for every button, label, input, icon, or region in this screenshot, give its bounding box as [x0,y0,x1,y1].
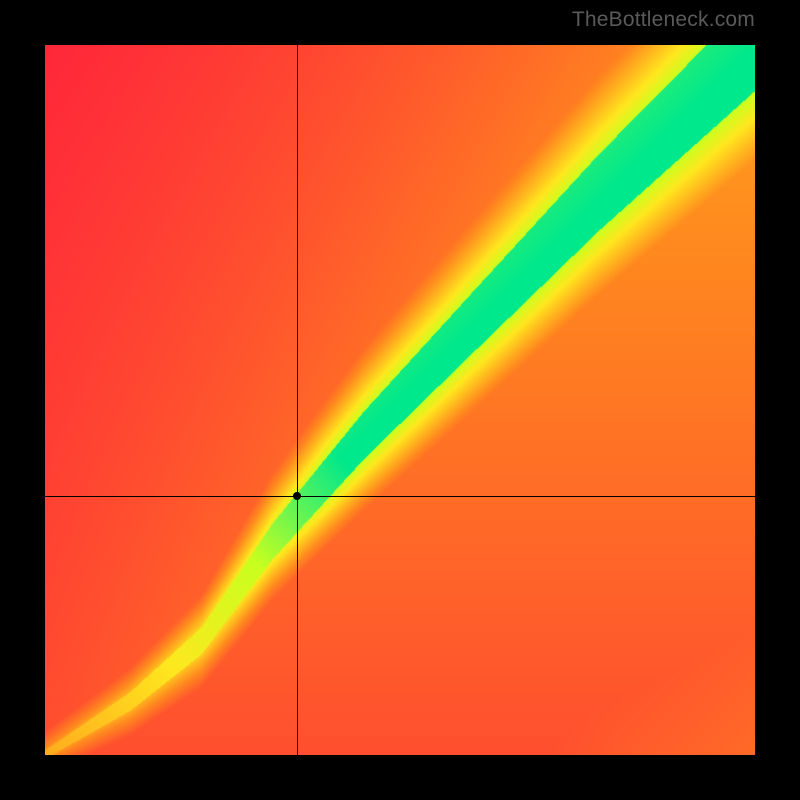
watermark-text: TheBottleneck.com [572,8,755,32]
crosshair-vertical [297,45,298,755]
heatmap-plot [45,45,755,755]
heatmap-canvas [45,45,755,755]
crosshair-marker [293,492,301,500]
crosshair-horizontal [45,496,755,497]
chart-frame: TheBottleneck.com [0,0,800,800]
